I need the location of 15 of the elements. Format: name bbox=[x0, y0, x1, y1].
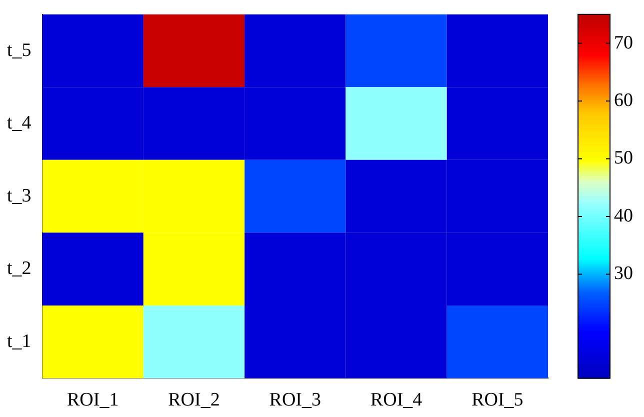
color-bar-label: 40 bbox=[614, 205, 633, 226]
x-tick-label: ROI_2 bbox=[168, 390, 220, 411]
y-tick-label: t_5 bbox=[7, 40, 32, 61]
color-bar-label: 70 bbox=[614, 32, 633, 54]
x-tick-label: ROI_5 bbox=[472, 390, 524, 411]
color-bar-label: 50 bbox=[614, 148, 633, 169]
color-bar-label: 30 bbox=[614, 263, 633, 284]
y-tick-label: t_3 bbox=[7, 185, 32, 206]
color-bar-label: 60 bbox=[614, 90, 633, 112]
y-tick-label: t_2 bbox=[7, 258, 32, 280]
x-tick-label: ROI_4 bbox=[370, 390, 423, 411]
x-tick-label: ROI_3 bbox=[269, 390, 322, 411]
y-tick-label: t_4 bbox=[7, 112, 32, 134]
x-tick-label: ROI_1 bbox=[66, 390, 119, 411]
y-tick-label: t_1 bbox=[7, 330, 32, 352]
